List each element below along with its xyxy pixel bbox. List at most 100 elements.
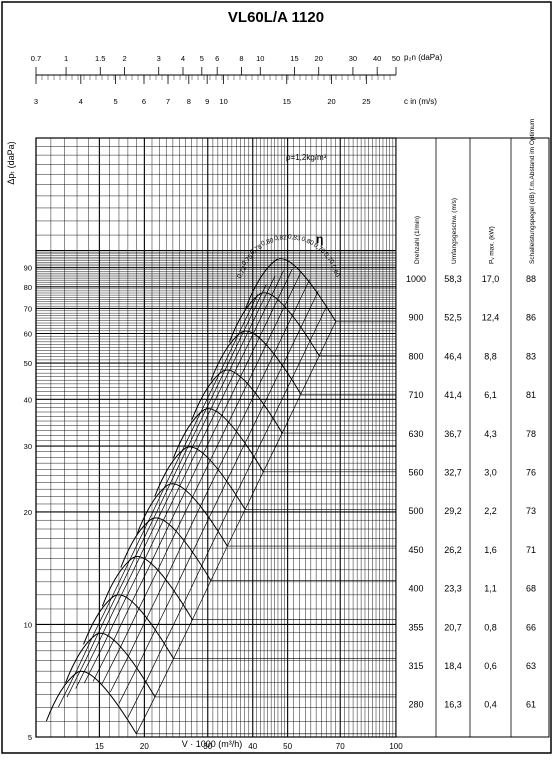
efficiency-line	[58, 294, 258, 708]
efficiency-label: 0,80	[300, 236, 315, 248]
table-cell: 78	[526, 429, 536, 439]
pressure-scale-label: p₂n (daPa)	[404, 53, 443, 62]
y-tick-label: 90	[24, 264, 32, 273]
table-cell: 12,4	[482, 313, 500, 323]
pressure-tick-label: 1.5	[95, 54, 105, 63]
table-cell: 81	[526, 390, 536, 400]
pressure-tick-label: 30	[349, 54, 357, 63]
velocity-tick-label: 6	[142, 97, 146, 106]
y-tick-label: 80	[24, 283, 32, 292]
pressure-tick-label: 4	[181, 54, 185, 63]
speed-curve	[172, 408, 264, 473]
table-cell: 900	[408, 313, 423, 323]
velocity-tick-label: 5	[114, 97, 118, 106]
table-cell: 17,0	[482, 274, 500, 284]
density-note: ρ=1,2kg/m³	[286, 153, 327, 162]
table-header: Pᵥ max. (kW)	[489, 226, 496, 264]
table-cell: 710	[408, 390, 423, 400]
table-cell: 71	[526, 545, 536, 555]
table-cell: 46,4	[444, 351, 462, 361]
efficiency-line	[127, 305, 328, 718]
table-header: Umfangsgeschw. (m/s)	[451, 198, 458, 264]
table-cell: 280	[408, 700, 423, 710]
table-cell: 36,7	[444, 429, 462, 439]
x-axis-label: V · 1000 (m³/h)	[182, 739, 243, 749]
pressure-tick-label: 2	[122, 54, 126, 63]
table-cell: 66	[526, 622, 536, 632]
table-cell: 355	[408, 622, 423, 632]
efficiency-label: 0,80	[260, 237, 275, 248]
speed-curve	[65, 632, 156, 698]
velocity-tick-label: 8	[187, 97, 191, 106]
table-cell: 500	[408, 506, 423, 516]
table-cell: 630	[408, 429, 423, 439]
pressure-tick-label: 20	[315, 54, 323, 63]
x-tick-label: 15	[95, 742, 104, 751]
velocity-scale-label: c in (m/s)	[404, 97, 437, 106]
table-cell: 3,0	[484, 468, 497, 478]
y-tick-label: 10	[24, 620, 32, 629]
table-cell: 16,3	[444, 700, 462, 710]
efficiency-line	[110, 279, 310, 693]
top-scales: p₂n (daPa) c in (m/s) 0.7 1 1.5 2 3 4 5 6 8 10 15 2…	[31, 53, 443, 106]
y-tick-label: 5	[28, 733, 32, 742]
table-cell: 23,3	[444, 584, 462, 594]
table-header: Schalleistungspegel (dB) f.m.Abstand im …	[529, 119, 536, 264]
table-frame	[395, 137, 550, 738]
table-cell: 86	[526, 313, 536, 323]
speed-curve	[120, 517, 212, 581]
x-tick-label: 20	[140, 742, 149, 751]
efficiency-label: 0,60	[329, 264, 341, 279]
speed-curve	[83, 594, 174, 659]
speed-curve	[228, 292, 320, 357]
efficiency-label: 0,83	[287, 233, 301, 242]
table-cell: 800	[408, 351, 423, 361]
pressure-tick-label: 10	[256, 54, 264, 63]
x-tick-label: 40	[248, 742, 257, 751]
velocity-tick-label: 20	[327, 97, 335, 106]
table-cell: 76	[526, 468, 536, 478]
pressure-tick-label: 0.7	[31, 54, 41, 63]
table-cell: 88	[526, 274, 536, 284]
speed-curve	[210, 330, 302, 395]
table-cell: 20,7	[444, 622, 462, 632]
table-cell: 73	[526, 506, 536, 516]
table-cell: 18,4	[444, 661, 462, 671]
pressure-tick-label: 3	[157, 54, 161, 63]
pressure-tick-label: 1	[64, 54, 68, 63]
table-cell: 63	[526, 661, 536, 671]
x-tick-label: 70	[336, 742, 345, 751]
pressure-tick-label: 40	[373, 54, 381, 63]
efficiency-line	[66, 284, 267, 698]
chart-title: VL60L/A 1120	[228, 9, 324, 26]
velocity-tick-label: 9	[205, 97, 209, 106]
pressure-tick-label: 6	[215, 54, 219, 63]
x-tick-label: 50	[283, 742, 292, 751]
velocity-tick-label: 10	[219, 97, 227, 106]
chart-axes: V · 1000 (m³/h) Δpₜ (daPa) ρ=1,2kg/m³ η …	[6, 141, 403, 751]
table-cell: 315	[408, 661, 423, 671]
table-cell: 1,6	[484, 545, 497, 555]
table-cell: 52,5	[444, 313, 462, 323]
y-tick-label: 40	[24, 395, 32, 404]
velocity-tick-label: 25	[362, 97, 370, 106]
efficiency-line	[136, 321, 337, 734]
efficiency-symbol: η	[316, 232, 323, 246]
x-tick-label: 30	[203, 742, 212, 751]
table-cell: 68	[526, 584, 536, 594]
table-cell: 1000	[406, 274, 426, 284]
table-header: Drehzahl (1/min)	[414, 216, 421, 264]
efficiency-line	[92, 268, 293, 682]
pressure-tick-label: 50	[392, 54, 400, 63]
table-cell: 32,7	[444, 468, 462, 478]
x-tick-label: 100	[389, 742, 403, 751]
y-tick-label: 20	[24, 508, 32, 517]
velocity-tick-label: 4	[79, 97, 83, 106]
pressure-tick-label: 8	[239, 54, 243, 63]
y-tick-label: 50	[24, 359, 32, 368]
table-cell: 0,6	[484, 661, 497, 671]
efficiency-line	[75, 275, 276, 689]
chart-grid	[35, 137, 397, 738]
